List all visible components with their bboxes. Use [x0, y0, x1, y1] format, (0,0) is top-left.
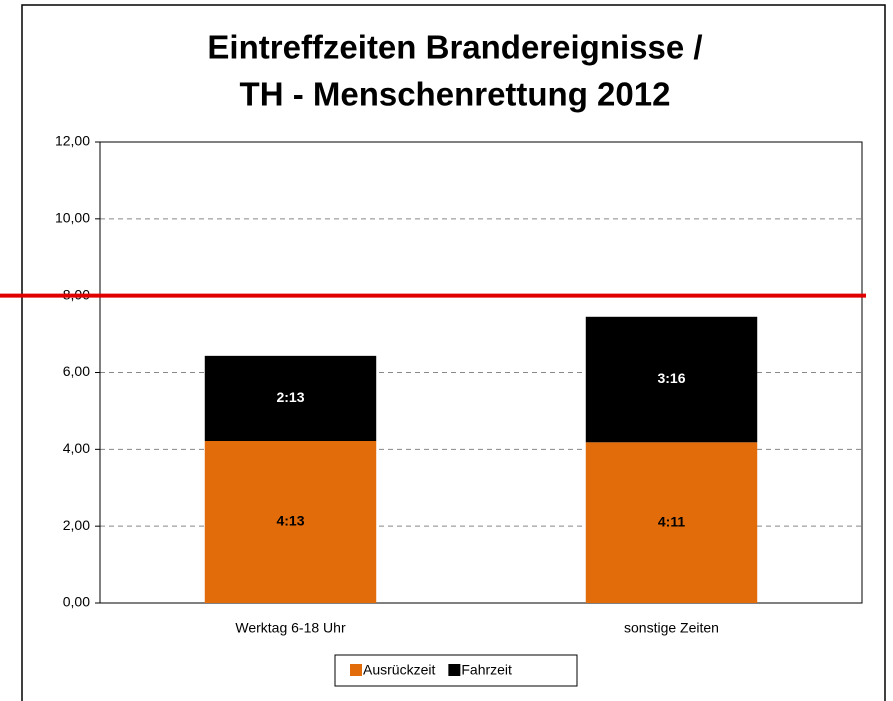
legend-label: Fahrzeit: [461, 662, 512, 678]
x-tick-label: Werktag 6-18 Uhr: [235, 620, 346, 636]
y-tick-label: 2,00: [63, 517, 90, 533]
value-label: 3:16: [657, 370, 685, 386]
legend-label: Ausrückzeit: [363, 662, 435, 678]
chart-title: TH - Menschenrettung 2012: [240, 76, 671, 113]
y-tick-label: 0,00: [63, 594, 90, 610]
bar-segment: [204, 441, 377, 603]
legend-swatch: [350, 664, 362, 676]
y-tick-label: 4,00: [63, 440, 90, 456]
y-tick-label: 6,00: [63, 363, 90, 379]
y-tick-label: 10,00: [55, 210, 90, 226]
bar-segment: [204, 355, 377, 442]
bar-segment: [585, 442, 758, 603]
legend-swatch: [448, 664, 461, 676]
chart-title: Eintreffzeiten Brandereignisse /: [207, 29, 702, 66]
bar-segment: [585, 316, 758, 443]
value-label: 4:13: [276, 513, 304, 529]
value-label: 4:11: [658, 513, 685, 529]
x-tick-label: sonstige Zeiten: [624, 620, 719, 636]
plot-area: [99, 141, 863, 604]
y-tick-label: 12,00: [55, 133, 90, 149]
value-label: 2:13: [276, 389, 304, 405]
